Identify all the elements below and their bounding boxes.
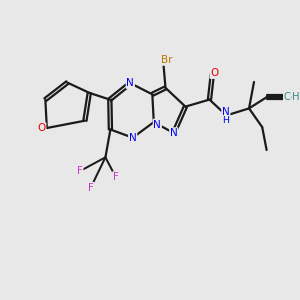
Text: C: C: [284, 92, 291, 102]
Text: N: N: [170, 128, 178, 138]
Text: F: F: [77, 166, 83, 176]
Text: N: N: [153, 119, 161, 130]
Text: H: H: [222, 116, 230, 125]
Text: N: N: [222, 107, 230, 117]
Text: O: O: [38, 123, 46, 133]
Text: F: F: [88, 182, 94, 193]
Text: N: N: [129, 133, 136, 143]
Text: H: H: [292, 92, 300, 102]
Text: F: F: [113, 172, 118, 182]
Text: Br: Br: [161, 55, 172, 65]
Text: N: N: [127, 78, 134, 88]
Text: O: O: [210, 68, 219, 78]
